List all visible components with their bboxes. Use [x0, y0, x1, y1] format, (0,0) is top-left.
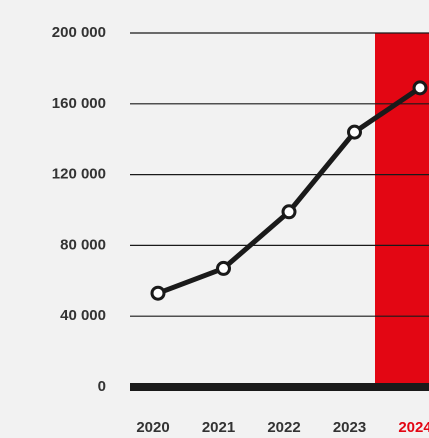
y-tick-label: 120 000: [52, 166, 106, 183]
y-tick-label: 0: [98, 378, 106, 395]
marker: [150, 285, 166, 301]
y-tick-label: 80 000: [60, 236, 106, 253]
x-tick-label: 2022: [267, 419, 300, 436]
marker: [281, 204, 297, 220]
marker: [216, 260, 231, 276]
x-tick-label: 2023: [333, 419, 366, 436]
y-tick-label: 40 000: [60, 307, 106, 324]
x-tick-label: 2020: [136, 419, 169, 436]
y-tick-label: 200 000: [52, 24, 106, 41]
y-tick-label: 160 000: [52, 95, 106, 112]
marker: [412, 80, 428, 96]
marker: [347, 124, 362, 140]
x-tick-label: 2021: [202, 419, 235, 436]
x-tick-label: 2024: [398, 419, 429, 436]
